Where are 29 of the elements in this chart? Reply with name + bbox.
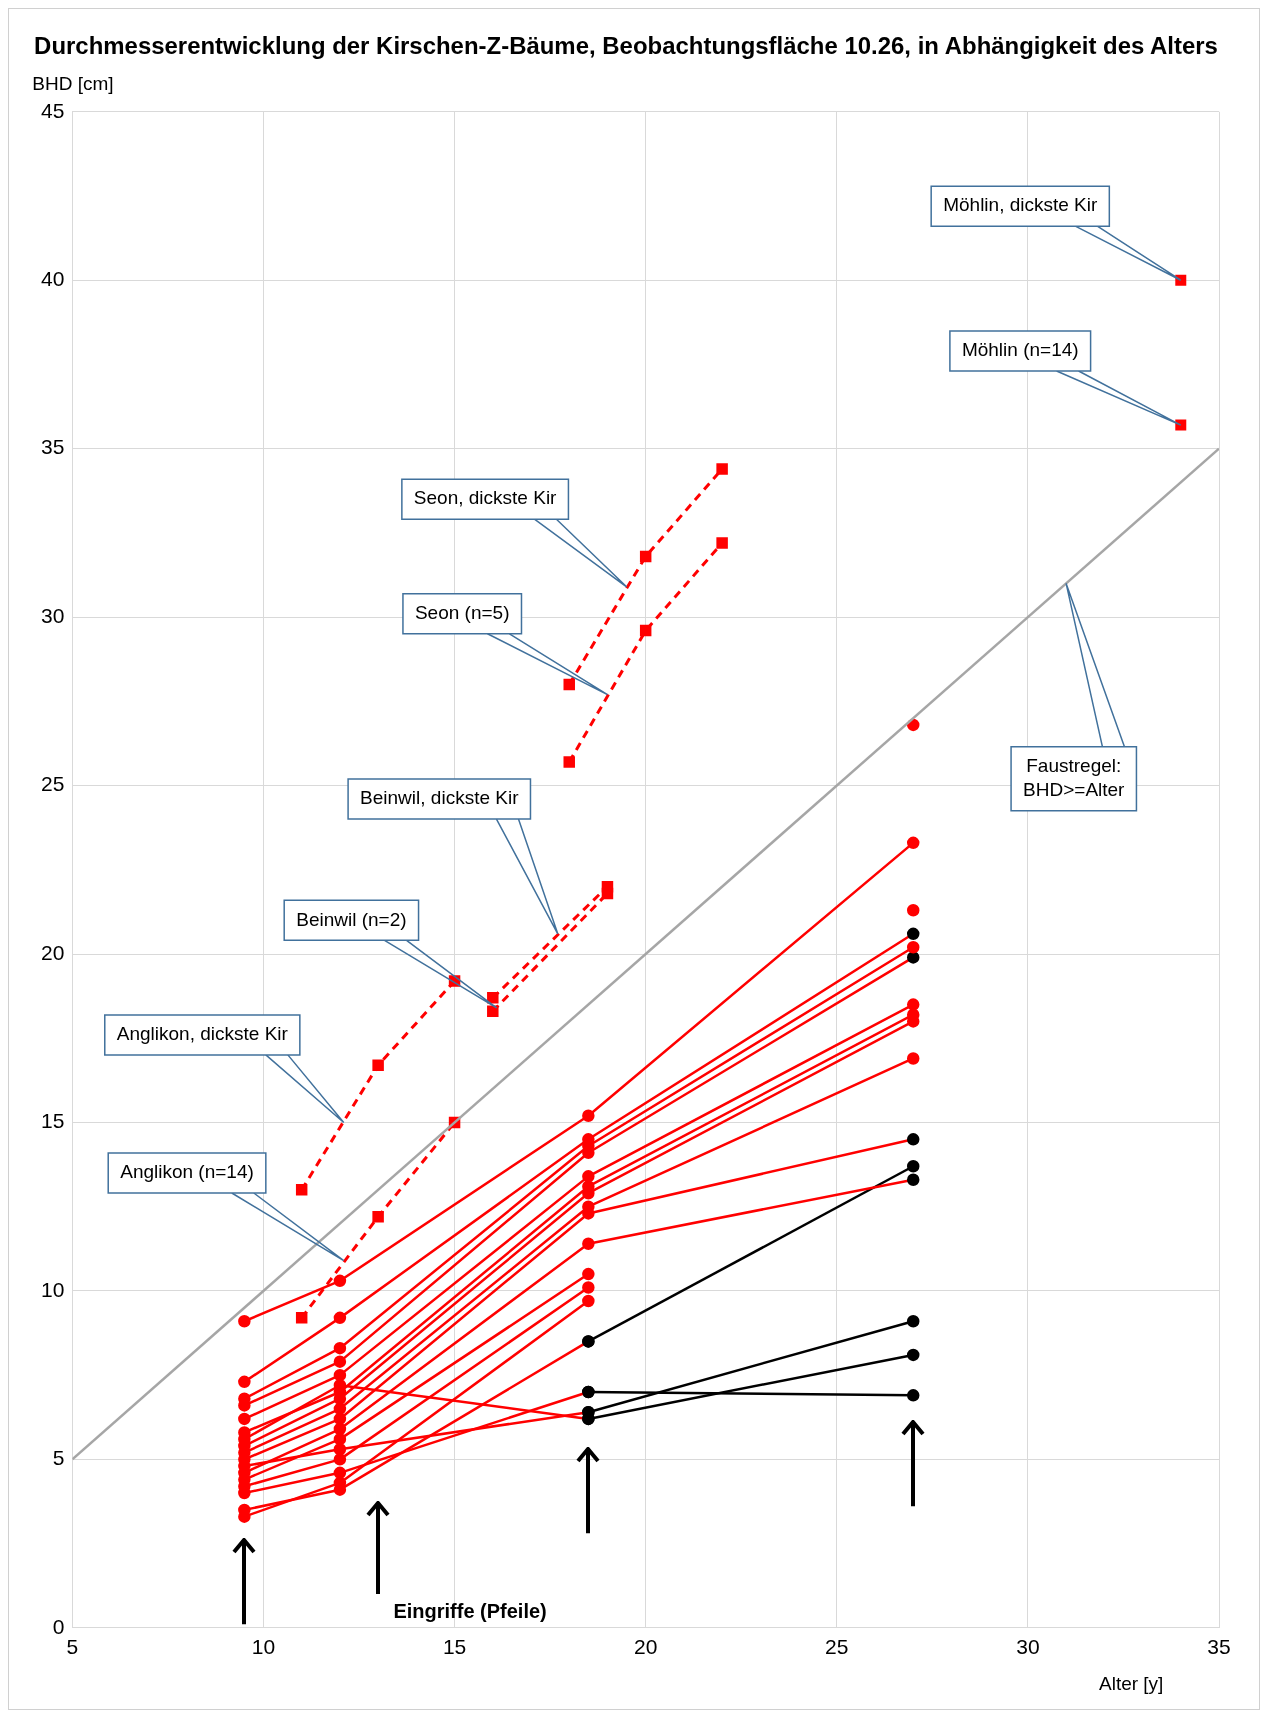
x-tick-label: 10	[251, 1635, 276, 1659]
y-tick-label: 20	[41, 940, 65, 964]
x-tick-label: 30	[1016, 1635, 1040, 1659]
x-axis-title: Alter [y]	[1099, 1672, 1164, 1694]
x-tick-label: 25	[825, 1635, 849, 1659]
x-tick-label: 15	[442, 1635, 467, 1659]
y-tick-label: 0	[52, 1614, 65, 1638]
y-tick-label: 25	[41, 772, 65, 796]
y-tick-label: 10	[41, 1277, 65, 1301]
annotation: Möhlin, dickste Kir	[943, 194, 1098, 216]
y-tick-label: 30	[41, 603, 65, 627]
x-tick-label: 35	[1207, 1635, 1231, 1659]
annotation: Anglikon (n=14)	[120, 1161, 254, 1183]
y-tick-label: 45	[41, 98, 65, 122]
x-tick-label: 20	[634, 1635, 658, 1659]
annotation: Eingriffe (Pfeile)	[393, 1599, 547, 1622]
annotation: Möhlin (n=14)	[961, 339, 1079, 361]
y-tick-label: 35	[41, 435, 65, 459]
y-axis-title: BHD [cm]	[32, 72, 114, 94]
chart-title: Durchmesserentwicklung der Kirschen-Z-Bäume, Beobachtungsfläche 10.26, in Abhängigkeit des Alters	[34, 32, 1218, 60]
annotation: Seon, dickste Kir	[413, 487, 558, 509]
annotation: Anglikon, dickste Kir	[116, 1023, 289, 1045]
y-tick-label: 15	[41, 1109, 65, 1133]
annotation: Beinwil (n=2)	[296, 908, 407, 930]
y-tick-label: 40	[41, 267, 65, 291]
y-tick-label: 5	[52, 1446, 65, 1470]
annotation: Beinwil, dickste Kir	[360, 787, 520, 809]
annotation: Faustregel: BHD>=Alter	[1023, 755, 1126, 801]
annotation: Seon (n=5)	[414, 602, 510, 623]
